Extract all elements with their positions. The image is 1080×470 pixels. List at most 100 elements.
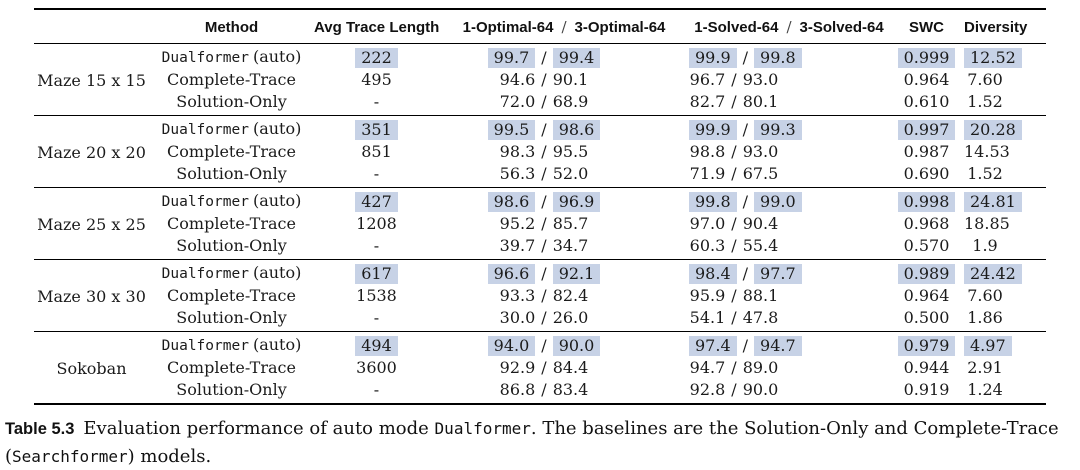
swc-value: 0.964 [903,286,950,305]
value-slash: / [541,47,547,67]
solved-pair-cell: 71.9 / 67.5 [689,163,889,188]
solved-pair-cell: 82.7 / 80.1 [689,91,889,116]
value-slash: / [541,70,547,89]
value-slash: / [742,119,749,139]
method-label: Complete-Trace [167,214,296,233]
swc-value: 0.997 [897,119,956,140]
method-model-name: Dualformer [161,122,249,138]
diversity-value: 1.52 [967,164,1003,183]
solved-3-value: 93.0 [742,70,779,89]
value-slash: / [541,191,547,211]
avg-trace-value: 222 [355,47,398,68]
swc-cell: 0.610 [889,91,964,116]
value-slash: / [731,358,737,377]
column-header-group [34,9,149,44]
method-label: (auto) [252,47,302,66]
avg-trace-value: - [373,380,380,399]
table-container: Method Avg Trace Length 1-Optimal-64 / 3-O… [34,8,1046,405]
value-slash: / [731,236,737,255]
table-row-dualformer: Maze 20 x 20 Dualformer (auto) 351 99.5/9… [34,116,1046,162]
diversity-value: 1.9 [972,236,998,255]
results-table: Method Avg Trace Length 1-Optimal-64 / 3-O… [34,8,1046,405]
diversity-cell: 24.81 [964,188,1046,214]
method-model-name: Dualformer [161,50,249,66]
diversity-value: 24.81 [964,191,1022,212]
avg-trace-cell: - [314,307,439,332]
diversity-cell: 1.24 [964,379,1046,404]
swc-cell: 0.987 [889,141,964,163]
method-label: (auto) [252,263,302,282]
swc-value: 0.570 [903,236,950,255]
solved-pair-cell: 94.7 / 89.0 [689,357,889,379]
swc-cell: 0.999 [889,44,964,70]
value-slash: / [541,308,547,327]
method-cell: Dualformer (auto) [149,116,314,142]
column-header-diversity: Diversity [964,9,1046,44]
table-caption: Table 5.3 Evaluation performance of auto … [5,415,1066,470]
header-slash: / [561,18,567,36]
solved-3-value: 97.7 [754,263,802,284]
method-cell: Solution-Only [149,307,314,332]
optimal-pair-cell: 39.7 / 34.7 [439,235,689,260]
method-model-name: Dualformer [161,194,249,210]
group-maze-30x30: Maze 30 x 30 Dualformer (auto) 617 96.6/9… [34,259,1046,332]
diversity-value: 1.52 [967,92,1003,111]
swc-cell: 0.979 [889,332,964,358]
optimal-3-value: 95.5 [552,142,589,161]
avg-trace-cell: 1208 [314,213,439,235]
avg-trace-cell: - [314,91,439,116]
method-cell: Dualformer (auto) [149,260,314,286]
avg-trace-value: - [373,236,380,255]
group-label: Maze 25 x 25 [37,214,146,234]
diversity-cell: 20.28 [964,116,1046,142]
avg-trace-value: 3600 [356,358,397,377]
solved-3-value: 89.0 [742,358,779,377]
optimal-pair-cell: 30.0 / 26.0 [439,307,689,332]
solved-pair-cell: 92.8 / 90.0 [689,379,889,404]
diversity-cell: 7.60 [964,285,1046,307]
swc-cell: 0.919 [889,379,964,404]
swc-cell: 0.968 [889,213,964,235]
swc-cell: 0.964 [889,285,964,307]
solved-3-value: 90.0 [742,380,779,399]
solved-pair-cell: 97.0 / 90.4 [689,213,889,235]
table-row-complete-trace: Complete-Trace 495 94.6 / 90.1 96.7 / 93.0 0… [34,69,1046,91]
optimal-3-value: 92.1 [552,263,601,284]
optimal-3-value: 90.0 [552,335,601,356]
swc-value: 0.610 [903,92,950,111]
solved-3-value: 99.3 [754,119,802,140]
swc-value: 0.998 [897,191,956,212]
diversity-value: 20.28 [964,119,1022,140]
header-slash: / [786,18,792,36]
swc-value: 0.500 [903,308,950,327]
swc-cell: 0.989 [889,260,964,286]
diversity-value: 1.86 [967,308,1003,327]
avg-trace-cell: - [314,379,439,404]
avg-trace-cell: 1538 [314,285,439,307]
column-header-optimal: 1-Optimal-64 / 3-Optimal-64 [439,9,689,44]
diversity-value: 18.85 [964,214,1010,233]
avg-trace-value: - [373,164,380,183]
table-row-dualformer: Maze 30 x 30 Dualformer (auto) 617 96.6/9… [34,260,1046,306]
solved-pair-cell: 95.9 / 88.1 [689,285,889,307]
optimal-1-value: 94.6 [499,70,536,89]
optimal-1-value: 72.0 [499,92,536,111]
table-row-complete-trace: Complete-Trace 3600 92.9/84.4 94.7/89.0 … [34,357,1046,379]
diversity-cell: 18.85 [964,213,1046,235]
swc-value: 0.987 [903,142,950,161]
swc-value: 0.919 [903,380,950,399]
solved-3-value: 90.4 [742,214,779,233]
avg-trace-cell: - [314,163,439,188]
optimal-pair-cell: 56.3 / 52.0 [439,163,689,188]
optimal-3-value: 85.7 [552,214,589,233]
optimal-pair-cell: 96.6/92.1 [439,260,689,286]
diversity-value: 14.53 [964,142,1010,161]
diversity-cell: 1.86 [964,307,1046,332]
group-maze-25x25: Maze 25 x 25 Dualformer (auto) 427 98.6/9… [34,187,1046,260]
method-label: Complete-Trace [167,142,296,161]
swc-value: 0.999 [897,47,956,68]
method-label: (auto) [252,335,302,354]
optimal-1-value: 93.3 [499,286,536,305]
optimal-1-value: 98.3 [499,142,536,161]
solved-1-value: 98.8 [689,142,726,161]
